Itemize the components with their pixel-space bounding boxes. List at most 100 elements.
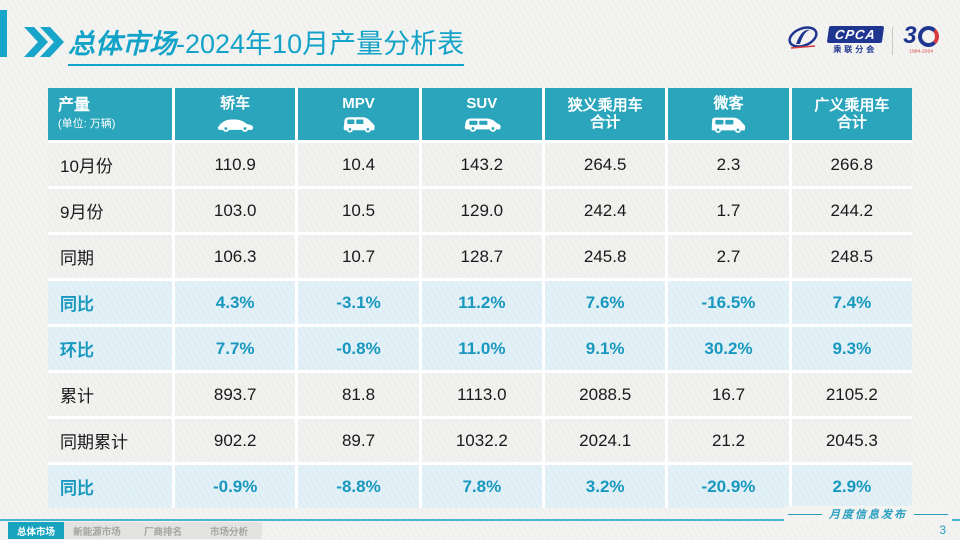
table-header-col: 广义乘用车 合计 — [791, 88, 912, 140]
table-cell: 7.6% — [545, 281, 666, 324]
footer-divider-line — [0, 519, 960, 521]
row-label: 同期 — [48, 235, 172, 278]
anniversary-0-ring-icon — [917, 25, 939, 47]
publication-dash-left — [788, 513, 822, 515]
table-cell: 1.7 — [668, 189, 789, 232]
table-cell: 2.3 — [668, 143, 789, 186]
tab-厂商排名[interactable]: 厂商排名 — [130, 522, 196, 539]
table-header-col: 微客 — [668, 88, 789, 140]
table-cell: 9.1% — [545, 327, 666, 370]
table-cell: 103.0 — [175, 189, 296, 232]
header-col-label-line2: 合计 — [590, 114, 621, 131]
logo-divider — [891, 26, 893, 55]
cpca-logo-block: CPCA 乘联分会 3 1994-2024 — [787, 24, 940, 57]
row-label: 同比 — [48, 465, 172, 508]
table-cell: 7.4% — [791, 281, 912, 324]
table-cell: 1113.0 — [421, 373, 542, 416]
table-cell: 16.7 — [668, 373, 789, 416]
table-cell: 81.8 — [298, 373, 419, 416]
table-cell: -16.5% — [668, 281, 789, 324]
header-col-label: 狭义乘用车 — [567, 96, 643, 114]
cpca-emblem-icon — [787, 24, 819, 57]
left-accent-bar — [0, 10, 7, 57]
table-cell: 89.7 — [298, 419, 419, 462]
table-cell: 2105.2 — [791, 373, 912, 416]
table-cell: 21.2 — [668, 419, 789, 462]
table-cell: -8.8% — [298, 465, 419, 508]
table-cell: 30.2% — [668, 327, 789, 370]
table-header-product: 产量 (单位: 万辆) — [48, 88, 172, 140]
header-col0-unit: (单位: 万辆) — [58, 117, 116, 130]
header-col0-title: 产量 — [58, 97, 91, 115]
table-cell: 7.8% — [421, 465, 542, 508]
table-cell: 10.5 — [298, 189, 419, 232]
table-cell: -0.8% — [298, 327, 419, 370]
table-cell: 2.7 — [668, 235, 789, 278]
publication-dash-right — [914, 513, 948, 515]
publication-label: 月度信息发布 — [829, 509, 907, 521]
table-cell: 128.7 — [421, 235, 542, 278]
table-cell: 11.2% — [421, 281, 542, 324]
table-cell: 264.5 — [545, 143, 666, 186]
table-cell: 106.3 — [175, 235, 296, 278]
header-col-label: 广义乘用车 — [814, 96, 890, 114]
page-title-suffix: -2024年10月产量分析表 — [176, 29, 465, 59]
table-cell: 1032.2 — [421, 419, 542, 462]
header-col-label-line2: 合计 — [836, 114, 867, 131]
anniversary-years: 1994-2024 — [909, 48, 933, 54]
table-cell: 244.2 — [791, 189, 912, 232]
page-title: 总体市场-2024年10月产量分析表 — [68, 22, 465, 66]
table-header-col: 狭义乘用车 合计 — [545, 88, 666, 140]
table-cell: 2045.3 — [791, 419, 912, 462]
table-header-col: SUV — [421, 88, 542, 140]
tab-市场分析[interactable]: 市场分析 — [196, 522, 262, 539]
table-cell: 110.9 — [175, 143, 296, 186]
page-title-prefix: 总体市场 — [68, 29, 176, 59]
table-cell: 10.7 — [298, 235, 419, 278]
table-cell: 2.9% — [791, 465, 912, 508]
table-cell: 248.5 — [791, 235, 912, 278]
page-number: 3 — [939, 523, 946, 537]
table-cell: 266.8 — [791, 143, 912, 186]
table-cell: 2088.5 — [545, 373, 666, 416]
double-chevron-icon — [24, 27, 64, 62]
row-label: 同比 — [48, 281, 172, 324]
header-col-label: SUV — [466, 95, 498, 113]
header-col-label: 微客 — [713, 95, 744, 113]
table-cell: 11.0% — [421, 327, 542, 370]
anniversary-3: 3 — [903, 22, 917, 49]
header-col-label: MPV — [342, 95, 375, 113]
production-table: 产量 (单位: 万辆) 轿车 MPV SUV 狭义乘用车 合计 微客 广义乘用车 合计 10月份… — [48, 88, 912, 508]
row-label: 9月份 — [48, 189, 172, 232]
table-cell: 2024.1 — [545, 419, 666, 462]
suv-icon — [462, 115, 502, 133]
table-cell: 7.7% — [175, 327, 296, 370]
table-cell: -3.1% — [298, 281, 419, 324]
anniversary-30-logo: 3 1994-2024 — [902, 24, 940, 57]
cpca-wordmark: CPCA 乘联分会 — [826, 26, 884, 55]
row-label: 同期累计 — [48, 419, 172, 462]
table-cell: 242.4 — [545, 189, 666, 232]
tab-总体市场[interactable]: 总体市场 — [8, 522, 64, 539]
tab-新能源市场[interactable]: 新能源市场 — [64, 522, 130, 539]
row-label: 累计 — [48, 373, 172, 416]
table-cell: -20.9% — [668, 465, 789, 508]
header-col-label: 轿车 — [220, 95, 251, 113]
table-cell: 3.2% — [545, 465, 666, 508]
table-cell: 9.3% — [791, 327, 912, 370]
publication-label-wrap: 月度信息发布 — [784, 506, 952, 522]
table-cell: 4.3% — [175, 281, 296, 324]
table-header-col: MPV — [298, 88, 419, 140]
cpca-subtext: 乘联分会 — [833, 45, 878, 54]
row-label: 环比 — [48, 327, 172, 370]
table-cell: 245.8 — [545, 235, 666, 278]
table-cell: 143.2 — [421, 143, 542, 186]
cpca-text: CPCA — [826, 26, 884, 43]
row-label: 10月份 — [48, 143, 172, 186]
sedan-icon — [215, 115, 255, 133]
minibus-icon — [709, 115, 747, 133]
table-header-col: 轿车 — [175, 88, 296, 140]
table-cell: 10.4 — [298, 143, 419, 186]
table-cell: 129.0 — [421, 189, 542, 232]
